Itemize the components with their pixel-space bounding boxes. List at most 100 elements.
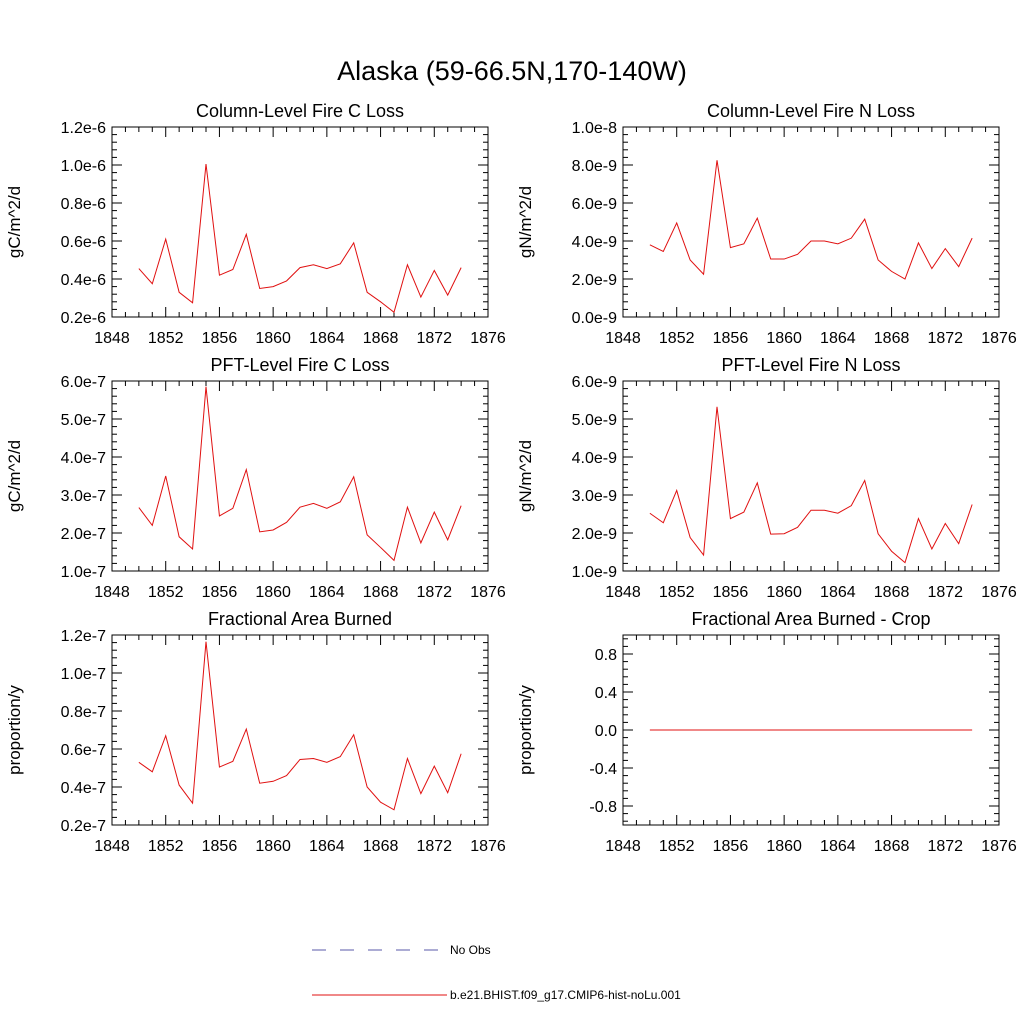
y-tick-label: 0.0e-9 — [572, 310, 617, 327]
panel-title: Column-Level Fire C Loss — [196, 101, 404, 121]
plot-frame — [622, 380, 1000, 572]
y-tick-label: 1.2e-7 — [61, 628, 106, 645]
x-tick-label: 1856 — [713, 838, 749, 855]
y-tick-label: 6.0e-7 — [61, 374, 106, 391]
x-tick-label: 1848 — [94, 330, 130, 347]
x-tick-label: 1852 — [148, 584, 184, 601]
panel-title: Column-Level Fire N Loss — [707, 101, 915, 121]
y-tick-label: 0.2e-6 — [61, 310, 106, 327]
x-tick-label: 1860 — [766, 838, 802, 855]
y-tick-label: 2.0e-7 — [61, 526, 106, 543]
x-tick-label: 1860 — [766, 330, 802, 347]
y-tick-label: 0.8 — [595, 647, 617, 664]
x-tick-label: 1868 — [874, 838, 910, 855]
x-tick-label: 1852 — [659, 838, 695, 855]
y-tick-label: 3.0e-9 — [572, 488, 617, 505]
series-line — [138, 163, 462, 314]
y-tick-label: -0.8 — [589, 799, 617, 816]
y-tick-label: 1.0e-6 — [61, 158, 106, 175]
y-tick-label: 2.0e-9 — [572, 272, 617, 289]
panel-5: Fractional Area Burned - Crop proportion/… — [516, 609, 1017, 855]
x-tick-label: 1872 — [927, 330, 963, 347]
x-tick-label: 1864 — [309, 584, 345, 601]
y-tick-label: 8.0e-9 — [572, 158, 617, 175]
figure-title: Alaska (59-66.5N,170-140W) — [337, 56, 687, 86]
series-line — [649, 160, 973, 280]
x-tick-label: 1868 — [363, 330, 399, 347]
x-tick-label: 1864 — [309, 838, 345, 855]
panel-0: Column-Level Fire C Loss gC/m^2/d 1848 1852… — [5, 101, 506, 347]
x-tick-label: 1848 — [605, 838, 641, 855]
legend-label-model: b.e21.BHIST.f09_g17.CMIP6-hist-noLu.001 — [450, 988, 681, 1002]
x-tick-label: 1872 — [416, 584, 452, 601]
y-tick-label: 2.0e-9 — [572, 526, 617, 543]
x-tick-label: 1852 — [659, 330, 695, 347]
x-tick-label: 1860 — [255, 838, 291, 855]
x-tick-label: 1876 — [470, 838, 506, 855]
series-line — [138, 386, 462, 562]
x-tick-label: 1860 — [766, 584, 802, 601]
panel-4: Fractional Area Burned proportion/y 1848 18… — [5, 609, 506, 855]
legend: No Obs b.e21.BHIST.f09_g17.CMIP6-hist-no… — [312, 943, 681, 1002]
panel-title: PFT-Level Fire N Loss — [721, 355, 900, 375]
x-tick-label: 1872 — [416, 838, 452, 855]
panel-title: Fractional Area Burned — [208, 609, 392, 629]
y-tick-label: 3.0e-7 — [61, 488, 106, 505]
y-tick-label: 0.4e-7 — [61, 780, 106, 797]
panel-3: PFT-Level Fire N Loss gN/m^2/d 1848 1852 185… — [516, 355, 1017, 601]
x-tick-label: 1876 — [981, 330, 1017, 347]
x-tick-label: 1872 — [927, 838, 963, 855]
x-tick-label: 1864 — [820, 330, 856, 347]
x-tick-label: 1860 — [255, 584, 291, 601]
x-tick-label: 1868 — [363, 584, 399, 601]
y-tick-label: 1.0e-7 — [61, 666, 106, 683]
y-tick-label: -0.4 — [589, 761, 617, 778]
y-axis-label: gC/m^2/d — [5, 440, 24, 512]
x-tick-label: 1852 — [659, 584, 695, 601]
y-tick-label: 4.0e-7 — [61, 450, 106, 467]
y-axis-label: gC/m^2/d — [5, 186, 24, 258]
y-tick-label: 0.4 — [595, 685, 617, 702]
panel-title: Fractional Area Burned - Crop — [691, 609, 930, 629]
y-tick-label: 5.0e-7 — [61, 412, 106, 429]
panels: Column-Level Fire C Loss gC/m^2/d 1848 1852… — [5, 101, 1017, 855]
x-tick-label: 1848 — [94, 838, 130, 855]
x-tick-label: 1848 — [94, 584, 130, 601]
x-tick-label: 1856 — [713, 584, 749, 601]
y-axis-label: proportion/y — [5, 685, 24, 775]
plot-frame — [622, 126, 1000, 318]
x-tick-label: 1856 — [202, 330, 238, 347]
y-axis-label: gN/m^2/d — [516, 186, 535, 258]
x-tick-label: 1868 — [874, 330, 910, 347]
x-tick-label: 1876 — [981, 838, 1017, 855]
x-tick-label: 1864 — [820, 838, 856, 855]
y-tick-label: 5.0e-9 — [572, 412, 617, 429]
y-axis-label: proportion/y — [516, 685, 535, 775]
y-tick-label: 1.0e-7 — [61, 564, 106, 581]
y-tick-label: 6.0e-9 — [572, 374, 617, 391]
x-tick-label: 1876 — [981, 584, 1017, 601]
y-tick-label: 0.4e-6 — [61, 272, 106, 289]
series-line — [649, 406, 973, 564]
panel-title: PFT-Level Fire C Loss — [210, 355, 389, 375]
x-tick-label: 1856 — [713, 330, 749, 347]
y-tick-label: 6.0e-9 — [572, 196, 617, 213]
y-tick-label: 4.0e-9 — [572, 450, 617, 467]
panel-1: Column-Level Fire N Loss gN/m^2/d 1848 1852… — [516, 101, 1017, 347]
x-tick-label: 1856 — [202, 838, 238, 855]
x-tick-label: 1848 — [605, 330, 641, 347]
x-tick-label: 1852 — [148, 838, 184, 855]
y-axis-label: gN/m^2/d — [516, 440, 535, 512]
x-tick-label: 1872 — [927, 584, 963, 601]
y-tick-label: 0.2e-7 — [61, 818, 106, 835]
panel-2: PFT-Level Fire C Loss gC/m^2/d 1848 1852 185… — [5, 355, 506, 601]
x-tick-label: 1864 — [309, 330, 345, 347]
y-tick-label: 1.2e-6 — [61, 120, 106, 137]
y-tick-label: 0.6e-7 — [61, 742, 106, 759]
y-tick-label: 1.0e-8 — [572, 120, 617, 137]
x-tick-label: 1876 — [470, 330, 506, 347]
x-tick-label: 1868 — [363, 838, 399, 855]
plot-frame — [111, 126, 489, 318]
y-tick-label: 0.0 — [595, 723, 617, 740]
